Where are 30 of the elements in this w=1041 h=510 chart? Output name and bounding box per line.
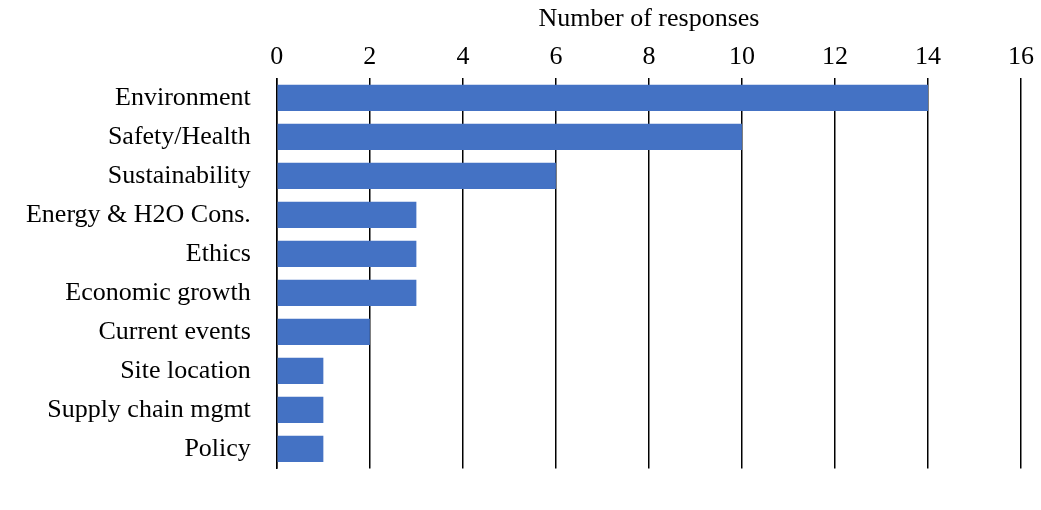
bar	[277, 279, 417, 306]
x-tick-label: 4	[456, 40, 470, 70]
bar	[277, 123, 742, 150]
bar	[277, 357, 324, 384]
y-tick-label: Policy	[184, 432, 251, 462]
bar	[277, 162, 556, 189]
bar	[277, 84, 928, 111]
bar	[277, 240, 417, 267]
x-tick-label: 10	[728, 40, 755, 70]
x-tick-label: 2	[363, 40, 377, 70]
bar	[277, 435, 324, 462]
y-tick-label: Supply chain mgmt	[47, 393, 252, 423]
x-tick-label: 12	[821, 40, 848, 70]
y-tick-label: Safety/Health	[107, 120, 251, 150]
bar	[277, 201, 417, 228]
x-tick-label: 8	[642, 40, 656, 70]
y-tick-label: Energy & H2O Cons.	[25, 198, 251, 228]
x-tick-label: 6	[549, 40, 563, 70]
x-tick-label: 0	[270, 40, 284, 70]
bar	[277, 396, 324, 423]
y-tick-label: Ethics	[185, 237, 251, 267]
y-tick-label: Economic growth	[65, 276, 251, 306]
x-tick-label: 16	[1008, 40, 1034, 70]
bar	[277, 318, 370, 345]
x-tick-label: 14	[914, 40, 941, 70]
y-tick-label: Site location	[120, 354, 251, 384]
y-tick-label: Sustainability	[107, 159, 251, 189]
y-tick-label: Current events	[98, 315, 251, 345]
y-tick-label: Environment	[115, 81, 252, 111]
x-axis-title: Number of responses	[538, 3, 760, 33]
